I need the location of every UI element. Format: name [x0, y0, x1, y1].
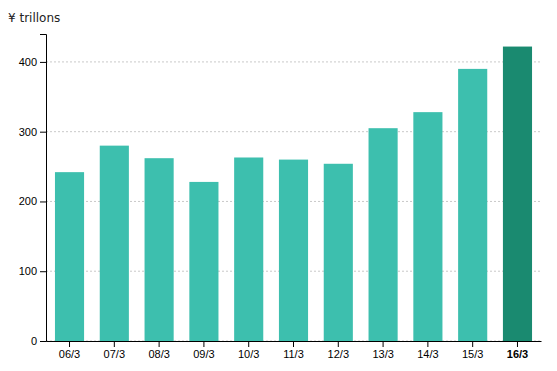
tick-mark [248, 341, 249, 347]
x-axis: 06/3 07/3 08/3 09/3 10/3 11/3 12/3 13/3 14/3 15/3… [47, 341, 542, 360]
chart: 06/3 07/3 08/3 09/3 10/3 11/3 12/3 13/3 14/3 15/3… [0, 0, 557, 371]
tick-mark [40, 201, 46, 202]
tick-label: 10/3 [238, 348, 259, 360]
x-tick: 09/3 [193, 341, 214, 360]
tick-label: 13/3 [372, 348, 393, 360]
axis-line [40, 35, 47, 342]
bar [145, 158, 174, 341]
grid [46, 62, 541, 341]
y-axis: 0 100 200 300 400 [19, 35, 47, 348]
x-tick: 12/3 [328, 341, 349, 360]
bar [369, 128, 398, 341]
bar [413, 112, 442, 341]
tick-mark [338, 341, 339, 347]
grid-line [46, 61, 541, 62]
tick-label: 09/3 [193, 348, 214, 360]
bar [279, 160, 308, 341]
x-tick: 07/3 [104, 341, 125, 360]
bar [189, 182, 218, 341]
bars [55, 47, 532, 341]
tick-mark [427, 341, 428, 347]
bar [503, 47, 532, 341]
tick-mark [114, 341, 115, 347]
y-axis-label: ¥ trillons [8, 11, 60, 25]
x-tick: 14/3 [417, 341, 438, 360]
tick-label: 12/3 [328, 348, 349, 360]
tick-label: 15/3 [462, 348, 483, 360]
tick-mark [69, 341, 70, 347]
tick-label: 16/3 [507, 348, 528, 360]
tick-label: 07/3 [104, 348, 125, 360]
bar [234, 157, 263, 341]
x-tick: 15/3 [462, 341, 483, 360]
x-tick: 13/3 [372, 341, 393, 360]
bar [458, 69, 487, 341]
y-tick: 400 [19, 56, 46, 68]
x-tick: 08/3 [148, 341, 169, 360]
tick-label: 06/3 [59, 348, 80, 360]
tick-mark [517, 341, 518, 347]
bar [55, 172, 84, 341]
tick-label: 14/3 [417, 348, 438, 360]
tick-label: 100 [19, 265, 37, 277]
bar [100, 146, 129, 341]
tick-label: 400 [19, 56, 37, 68]
tick-mark [159, 341, 160, 347]
tick-label: 0 [31, 335, 37, 347]
tick-mark [40, 132, 46, 133]
x-tick: 10/3 [238, 341, 259, 360]
tick-mark [40, 271, 46, 272]
tick-mark [40, 341, 46, 342]
tick-mark [472, 341, 473, 347]
plot: 06/3 07/3 08/3 09/3 10/3 11/3 12/3 13/3 14/3 15/3… [19, 35, 542, 360]
y-tick: 300 [19, 126, 46, 138]
y-tick: 200 [19, 195, 46, 207]
x-tick: 16/3 [507, 341, 528, 360]
tick-mark [293, 341, 294, 347]
tick-mark [203, 341, 204, 347]
tick-mark [40, 62, 46, 63]
tick-label: 11/3 [283, 348, 304, 360]
x-tick: 11/3 [283, 341, 304, 360]
tick-label: 300 [19, 126, 37, 138]
tick-label: 200 [19, 195, 37, 207]
tick-label: 08/3 [148, 348, 169, 360]
tick-mark [383, 341, 384, 347]
y-tick: 100 [19, 265, 46, 277]
y-tick: 0 [31, 335, 46, 347]
bar [324, 164, 353, 341]
x-tick: 06/3 [59, 341, 80, 360]
